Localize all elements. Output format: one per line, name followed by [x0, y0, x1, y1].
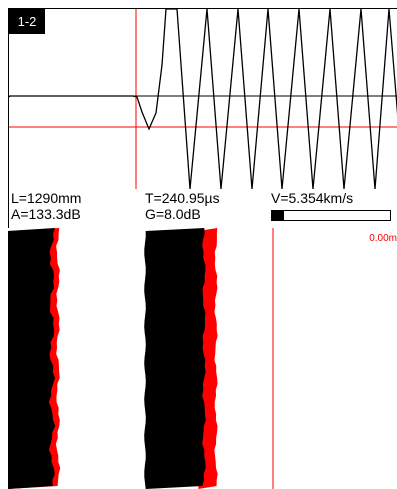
- waveform-trace: [9, 9, 397, 190]
- gain-level-fill: [272, 211, 284, 220]
- waveform-plot: [9, 9, 397, 190]
- amplitude-readout: A=133.3dB: [11, 206, 81, 222]
- time-readout: T=240.95µs: [145, 190, 220, 206]
- scan-image: [8, 228, 274, 489]
- depth-readout: 0.00m: [369, 233, 397, 244]
- length-readout: L=1290mm: [11, 190, 82, 206]
- gain-level-bar: [271, 210, 391, 221]
- channel-badge[interactable]: 1-2: [9, 9, 45, 34]
- waveform-panel[interactable]: 1-2 L=1290mm A=133.3dB T=240.95µs G=8.0d…: [8, 8, 397, 229]
- velocity-readout: V=5.354km/s: [271, 190, 354, 206]
- left-black-band: [8, 228, 56, 489]
- gain-readout: G=8.0dB: [145, 206, 201, 222]
- middle-black-band: [144, 228, 206, 489]
- scan-image-panel[interactable]: 0.00m: [8, 228, 397, 489]
